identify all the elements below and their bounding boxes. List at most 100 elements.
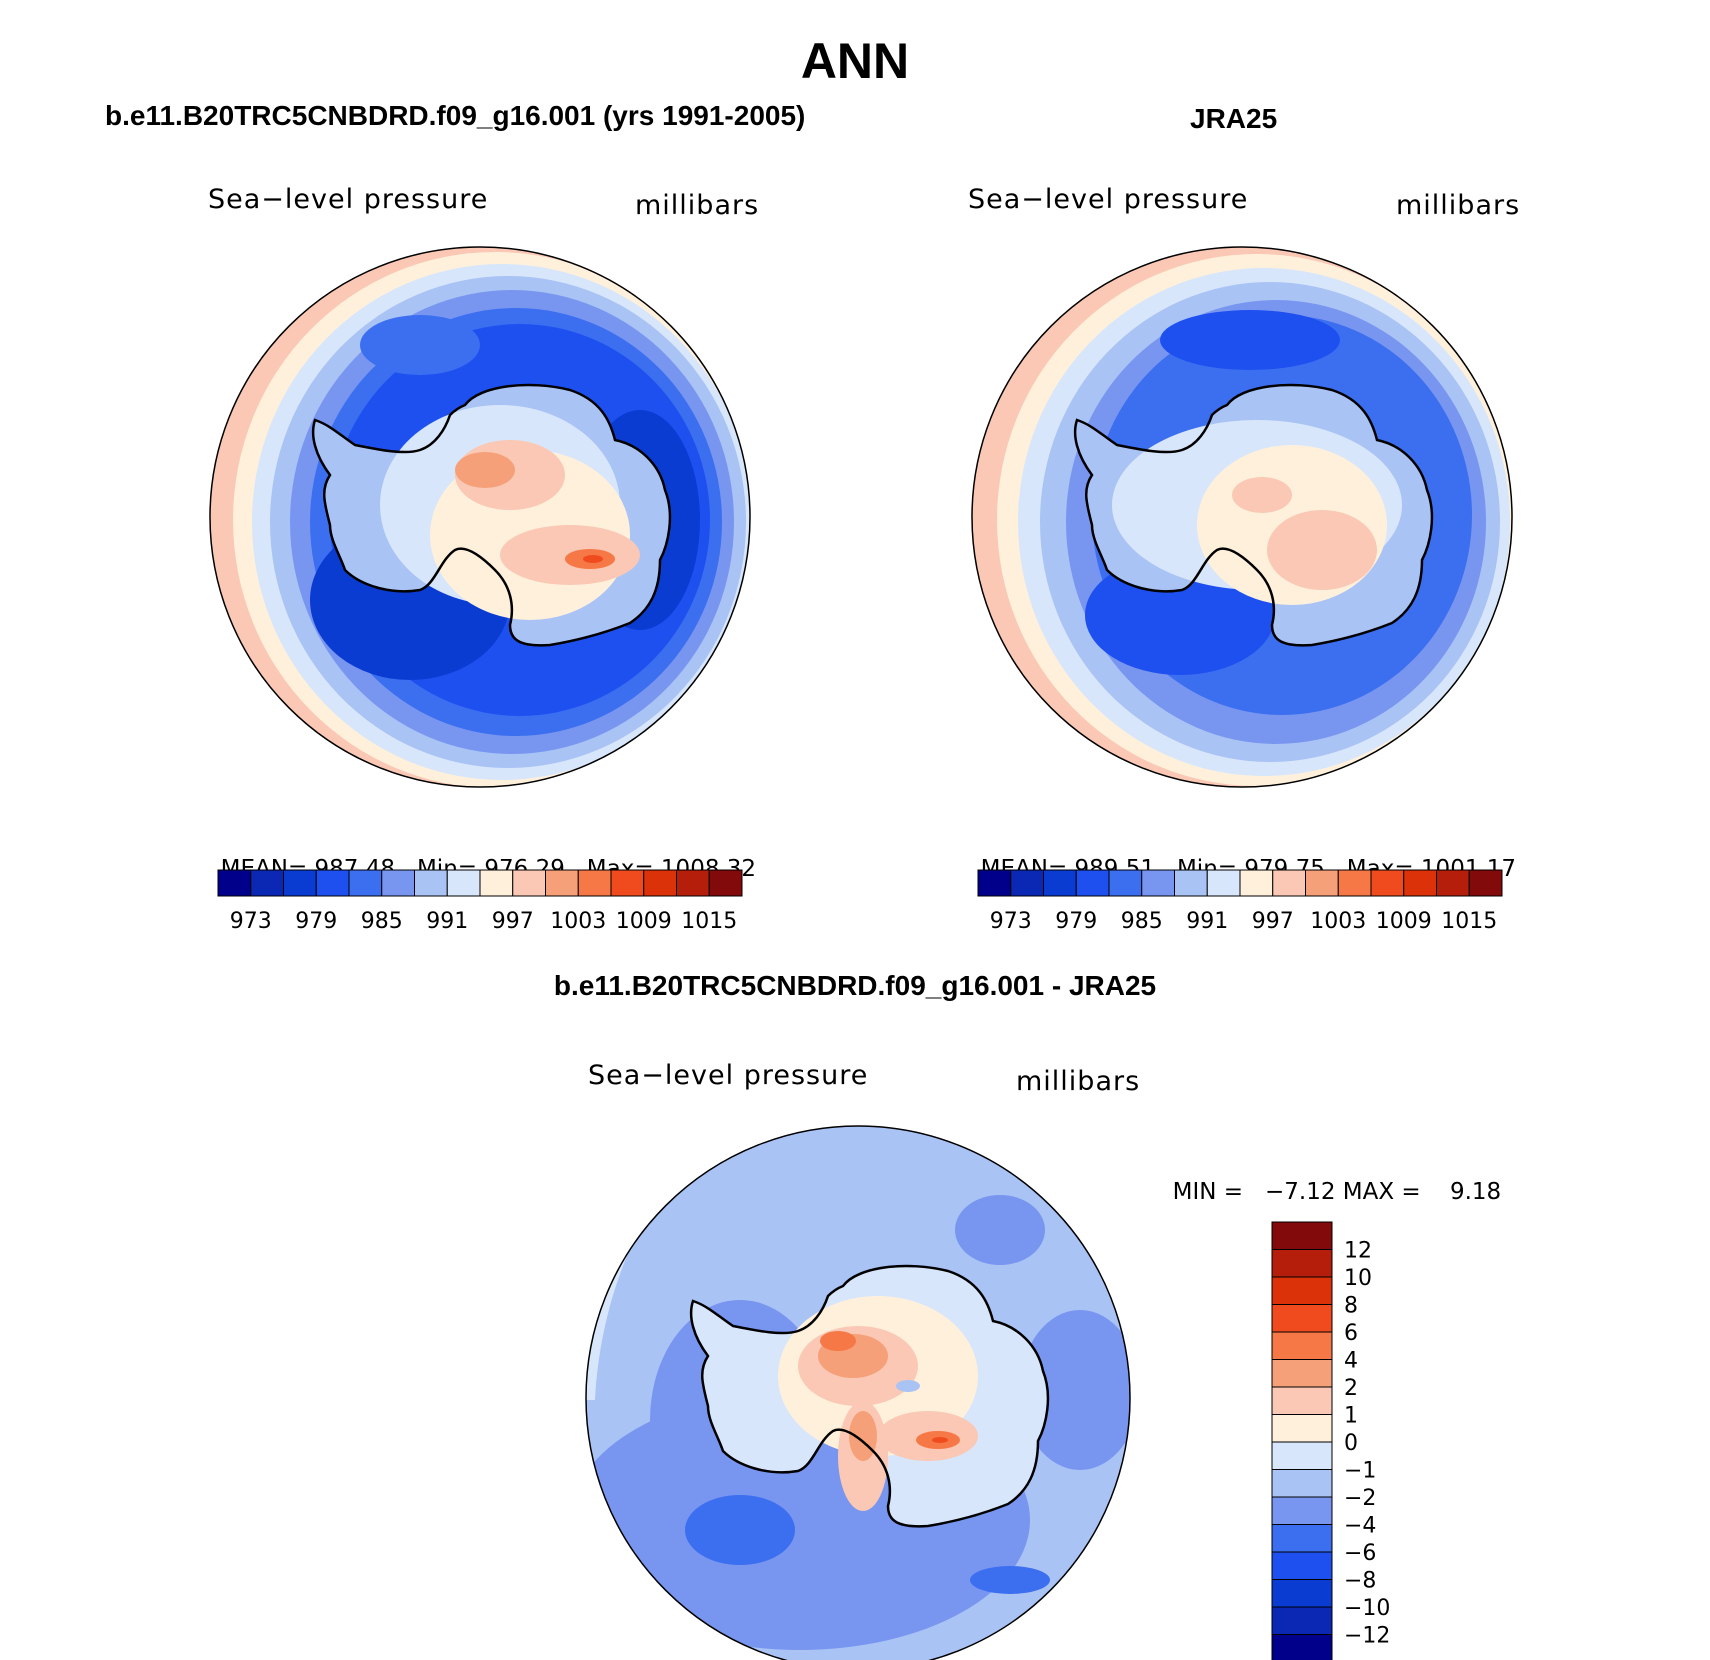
model-colorbar-label: 985: [361, 909, 403, 934]
season-title: ANN: [800, 33, 910, 89]
obs-variable-label: Sea−level pressure: [968, 184, 1249, 215]
diff-colorbar-label: −4: [1344, 1514, 1376, 1539]
obs-colorbar-box: [1010, 869, 1044, 897]
obs-colorbar-label: 979: [1055, 909, 1097, 934]
obs-panel-title: JRA25: [1190, 103, 1278, 134]
obs-colorbar-label: 1003: [1310, 909, 1366, 934]
model-colorbar-box: [577, 869, 612, 897]
diff-colorbar-box: [1271, 1606, 1333, 1635]
diff-colorbar-label: 2: [1344, 1376, 1358, 1401]
obs-colorbar-box: [1075, 869, 1110, 897]
obs-colorbar-label: 1009: [1376, 909, 1432, 934]
obs-colorbar-box: [1174, 869, 1208, 897]
model-colorbar-box: [348, 869, 383, 897]
diff-min-label: MIN =: [1172, 1179, 1244, 1205]
diff-colorbar-label: −10: [1344, 1596, 1390, 1621]
obs-colorbar-label: 985: [1121, 909, 1163, 934]
model-variable-label: Sea−level pressure: [208, 184, 489, 215]
diff-colorbar-box: [1271, 1634, 1333, 1660]
model-colorbar-label: 997: [492, 909, 534, 934]
obs-colorbar-box: [1043, 869, 1077, 897]
obs-colorbar-box: [1403, 869, 1437, 897]
model-colorbar-box: [610, 869, 645, 897]
obs-map-border: [971, 246, 1513, 788]
model-map: [210, 247, 750, 787]
diff-map-border: [585, 1125, 1131, 1660]
model-colorbar-box: [250, 869, 284, 897]
diff-colorbar-label: −8: [1344, 1569, 1376, 1594]
model-colorbar-box: [446, 869, 481, 897]
model-map-border: [209, 246, 751, 788]
model-colorbar: 973 979 985 991 997 1003 1009 1015: [217, 869, 743, 934]
model-panel-title: b.e11.B20TRC5CNBDRD.f09_g16.001 (yrs 199…: [105, 100, 806, 131]
diff-colorbar-label: −6: [1344, 1541, 1376, 1566]
model-colorbar-box: [643, 869, 677, 897]
obs-colorbar-label: 997: [1252, 909, 1294, 934]
obs-colorbar-label: 1015: [1441, 909, 1497, 934]
obs-colorbar-box: [1436, 869, 1470, 897]
diff-colorbar-label: 8: [1344, 1294, 1358, 1319]
obs-colorbar-label: 973: [990, 909, 1032, 934]
diff-colorbar-box: [1271, 1386, 1333, 1415]
diff-min-value: −7.12: [1264, 1179, 1336, 1205]
diff-panel-title: b.e11.B20TRC5CNBDRD.f09_g16.001 - JRA25: [553, 970, 1157, 1001]
model-colorbar-box: [217, 869, 252, 897]
diff-variable-label: Sea−level pressure: [588, 1060, 869, 1091]
model-colorbar-box: [283, 869, 317, 897]
diff-colorbar-label: 1: [1344, 1404, 1358, 1429]
diff-colorbar-box: [1271, 1304, 1333, 1333]
model-colorbar-label: 1015: [681, 909, 737, 934]
model-colorbar-box: [414, 869, 448, 897]
diff-colorbar-box: [1271, 1359, 1333, 1388]
diff-colorbar-box: [1271, 1441, 1333, 1470]
model-colorbar-box: [479, 869, 514, 897]
obs-colorbar-box: [1272, 869, 1306, 897]
diff-max-value: 9.18: [1449, 1179, 1502, 1205]
obs-colorbar-box: [977, 869, 1012, 897]
diff-colorbar-box: [1271, 1331, 1333, 1360]
obs-map: [972, 247, 1512, 787]
diff-colorbar-box: [1271, 1221, 1333, 1250]
diff-colorbar-box: [1271, 1496, 1333, 1525]
model-colorbar-box: [545, 869, 579, 897]
diff-max-label: MAX =: [1342, 1179, 1421, 1205]
obs-colorbar-box: [1370, 869, 1405, 897]
diff-colorbar-label: −2: [1344, 1486, 1376, 1511]
diff-colorbar-label: −12: [1344, 1624, 1390, 1649]
diff-units-label: millibars: [1016, 1066, 1141, 1097]
model-colorbar-label: 1003: [550, 909, 606, 934]
obs-colorbar: 973 979 985 991 997 1003 1009 1015: [977, 869, 1503, 934]
model-colorbar-label: 991: [426, 909, 468, 934]
obs-colorbar-box: [1468, 869, 1503, 897]
obs-colorbar-box: [1141, 869, 1175, 897]
obs-colorbar-box: [1239, 869, 1274, 897]
diff-stats: MIN = −7.12 MAX = 9.18: [1158, 1153, 1502, 1205]
obs-colorbar-label: 991: [1186, 909, 1228, 934]
obs-colorbar-box: [1305, 869, 1339, 897]
diff-colorbar-box: [1271, 1276, 1333, 1305]
model-colorbar-label: 979: [295, 909, 337, 934]
obs-colorbar-box: [1206, 869, 1241, 897]
model-colorbar-label: 973: [230, 909, 272, 934]
model-colorbar-box: [315, 869, 350, 897]
model-colorbar-box: [708, 869, 743, 897]
diff-colorbar-label: 10: [1344, 1266, 1372, 1291]
model-colorbar-box: [676, 869, 710, 897]
diff-colorbar-label: 6: [1344, 1321, 1358, 1346]
diff-colorbar-box: [1271, 1469, 1333, 1498]
diff-colorbar-label: 12: [1344, 1239, 1372, 1264]
obs-colorbar-box: [1337, 869, 1372, 897]
obs-colorbar-box: [1108, 869, 1143, 897]
model-colorbar-box: [512, 869, 546, 897]
diff-colorbar-box: [1271, 1414, 1333, 1443]
diff-colorbar-label: −1: [1344, 1459, 1376, 1484]
diff-colorbar-box: [1271, 1524, 1333, 1553]
diff-map: [586, 1126, 1130, 1660]
diff-colorbar-box: [1271, 1579, 1333, 1608]
model-units-label: millibars: [635, 190, 760, 221]
diff-colorbar-label: 4: [1344, 1349, 1358, 1374]
diff-colorbar-box: [1271, 1551, 1333, 1580]
model-colorbar-box: [381, 869, 415, 897]
